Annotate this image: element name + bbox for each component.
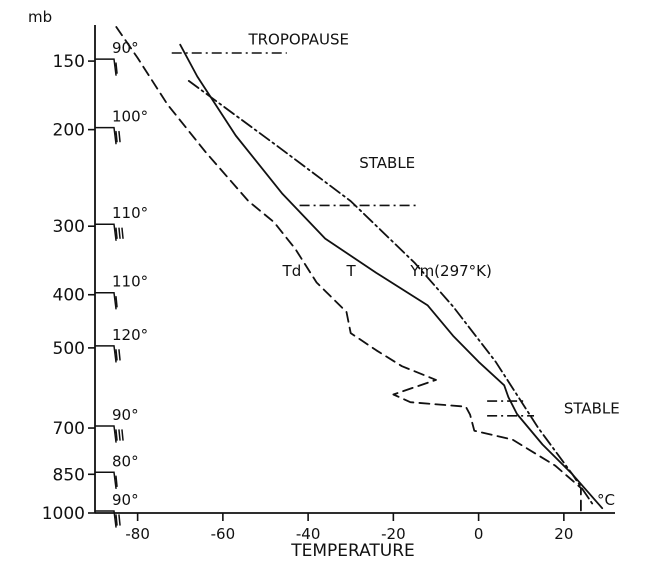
y-tick-label: 300 [53, 217, 85, 237]
y-tick-label: 150 [53, 52, 85, 72]
y-tick-label: 850 [53, 465, 85, 485]
wind-barb-column: 90° 100° 110° 110° 120° 90° 80° 90° [95, 39, 148, 528]
y-tick-label: 200 [53, 121, 85, 141]
wind-barb-300: 110° [95, 204, 148, 241]
wind-barb-200: 100° [95, 108, 148, 145]
wind-barb-feathers [115, 514, 121, 526]
wind-barb-feathers [115, 475, 118, 488]
wind-barb-staff [95, 425, 117, 443]
x-tick-label: -60 [211, 525, 236, 543]
annotation-ym-297-k: Ym(297°K) [409, 262, 491, 280]
wind-barb-feathers [115, 227, 124, 239]
y-tick-label: 400 [53, 286, 85, 306]
x-tick-label: -80 [125, 525, 150, 543]
temperature-axis-unit: °C [597, 491, 615, 509]
wind-direction-label: 100° [112, 108, 148, 126]
chart-annotations: TROPOPAUSE STABLE T Td Ym(297°K) STABLE [247, 31, 619, 418]
pressure-axis-unit: mb [28, 8, 52, 26]
temperature-axis-title: TEMPERATURE [290, 541, 415, 561]
x-tick-label: -40 [296, 525, 321, 543]
x-tick-label: 0 [474, 525, 484, 543]
wind-barb-staff [95, 223, 117, 241]
y-tick-label: 1000 [42, 504, 85, 524]
annotation-td: Td [282, 262, 302, 280]
wind-barb-feathers [115, 295, 118, 308]
x-tick-label: -20 [381, 525, 406, 543]
wind-barb-feathers [115, 130, 121, 143]
series-td-line [115, 26, 582, 512]
pressure-ticks: 150 200 300 400 500 700 850 1000 [42, 52, 95, 524]
wind-barb-850: 80° [95, 452, 139, 490]
annotation-stable: STABLE [564, 399, 620, 417]
y-tick-label: 700 [53, 419, 85, 439]
wind-barb-feathers [115, 62, 118, 74]
wind-barb-staff [95, 510, 117, 528]
wind-barb-staff [95, 291, 117, 310]
y-tick-label: 500 [53, 339, 85, 359]
wind-barb-staff [95, 58, 117, 76]
stability-markers [171, 52, 535, 417]
temperature-ticks: -80 -60 -40 -20 0 20 [125, 513, 573, 543]
wind-barb-staff [95, 345, 117, 363]
annotation-t: T [345, 262, 356, 280]
wind-barb-400: 110° [95, 273, 148, 310]
annotation-stable: STABLE [359, 154, 415, 172]
wind-barb-1000: 90° [95, 491, 139, 528]
chart-axes: mb TEMPERATURE °C [28, 8, 615, 561]
wind-direction-label: 90° [112, 406, 139, 424]
wind-barb-150: 90° [95, 39, 139, 76]
wind-direction-label: 110° [112, 204, 148, 222]
wind-direction-label: 90° [112, 491, 139, 509]
wind-barb-feathers [115, 429, 124, 441]
wind-barb-700: 90° [95, 406, 139, 443]
series-ym-297-k-line [187, 80, 595, 507]
wind-direction-label: 120° [112, 326, 148, 344]
wind-barb-staff [95, 126, 117, 145]
annotation-tropopause: TROPOPAUSE [247, 31, 349, 49]
wind-barb-feathers [115, 349, 121, 361]
sounding-curves [115, 26, 604, 512]
wind-direction-label: 80° [112, 452, 139, 470]
wind-direction-label: 110° [112, 273, 148, 291]
x-tick-label: 20 [554, 525, 573, 543]
series-t-line [179, 43, 604, 510]
wind-direction-label: 90° [112, 39, 139, 57]
wind-barb-staff [95, 471, 117, 490]
wind-barb-500: 120° [95, 326, 148, 363]
